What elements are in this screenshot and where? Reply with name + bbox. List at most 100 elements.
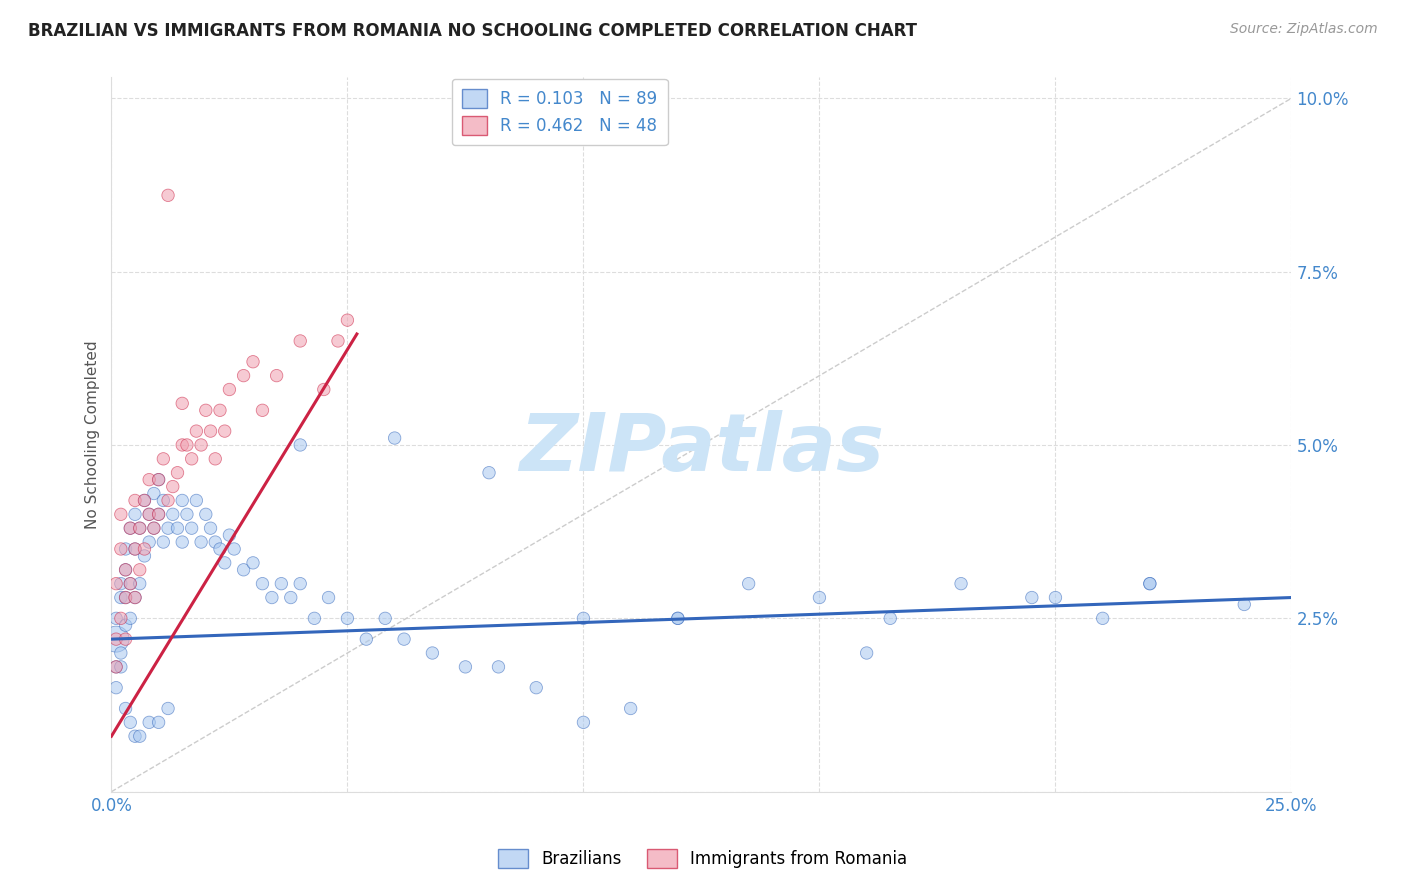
Text: Source: ZipAtlas.com: Source: ZipAtlas.com [1230, 22, 1378, 37]
Point [148, 473, 170, 487]
Point [478, 466, 501, 480]
Point [737, 576, 759, 591]
Point [166, 521, 188, 535]
Point [124, 541, 146, 556]
Point [318, 591, 340, 605]
Point [105, 660, 128, 674]
Point [266, 368, 288, 383]
Point [124, 541, 146, 556]
Point [252, 403, 274, 417]
Text: BRAZILIAN VS IMMIGRANTS FROM ROMANIA NO SCHOOLING COMPLETED CORRELATION CHART: BRAZILIAN VS IMMIGRANTS FROM ROMANIA NO … [28, 22, 917, 40]
Point [152, 535, 174, 549]
Point [232, 368, 254, 383]
Point [138, 508, 160, 522]
Point [157, 521, 180, 535]
Point [120, 521, 142, 535]
Point [172, 396, 194, 410]
Point [128, 521, 150, 535]
Point [157, 188, 180, 202]
Point [138, 715, 160, 730]
Point [666, 611, 689, 625]
Point [855, 646, 877, 660]
Point [114, 563, 136, 577]
Point [120, 521, 142, 535]
Point [488, 660, 510, 674]
Point [180, 451, 202, 466]
Point [204, 535, 226, 549]
Point [114, 591, 136, 605]
Point [176, 508, 198, 522]
Point [204, 451, 226, 466]
Point [105, 611, 128, 625]
Point [148, 508, 170, 522]
Point [208, 541, 231, 556]
Point [194, 403, 217, 417]
Point [134, 493, 156, 508]
Point [232, 563, 254, 577]
Point [572, 715, 595, 730]
Point [162, 479, 184, 493]
Point [572, 611, 595, 625]
Point [808, 591, 831, 605]
Point [120, 576, 142, 591]
Point [114, 701, 136, 715]
Point [138, 508, 160, 522]
Point [120, 611, 142, 625]
Y-axis label: No Schooling Completed: No Schooling Completed [86, 340, 100, 529]
Point [157, 493, 180, 508]
Legend: R = 0.103   N = 89, R = 0.462   N = 48: R = 0.103 N = 89, R = 0.462 N = 48 [453, 78, 668, 145]
Point [176, 438, 198, 452]
Point [148, 715, 170, 730]
Point [879, 611, 901, 625]
Point [194, 508, 217, 522]
Point [290, 438, 312, 452]
Point [124, 493, 146, 508]
Point [124, 508, 146, 522]
Point [1139, 576, 1161, 591]
Point [110, 660, 132, 674]
Point [392, 632, 415, 647]
Point [280, 591, 302, 605]
Point [142, 521, 165, 535]
Point [152, 451, 174, 466]
Point [180, 521, 202, 535]
Point [1045, 591, 1067, 605]
Point [208, 403, 231, 417]
Point [190, 438, 212, 452]
Point [1091, 611, 1114, 625]
Point [214, 424, 236, 438]
Point [124, 591, 146, 605]
Point [114, 563, 136, 577]
Point [172, 535, 194, 549]
Point [666, 611, 689, 625]
Point [356, 632, 378, 647]
Point [218, 528, 240, 542]
Point [304, 611, 326, 625]
Point [134, 493, 156, 508]
Point [105, 576, 128, 591]
Point [128, 563, 150, 577]
Point [138, 473, 160, 487]
Point [422, 646, 444, 660]
Point [186, 424, 208, 438]
Point [260, 591, 283, 605]
Point [270, 576, 292, 591]
Point [200, 424, 222, 438]
Point [172, 438, 194, 452]
Point [128, 521, 150, 535]
Point [148, 473, 170, 487]
Point [218, 383, 240, 397]
Point [620, 701, 643, 715]
Point [454, 660, 477, 674]
Point [190, 535, 212, 549]
Point [166, 466, 188, 480]
Point [242, 355, 264, 369]
Point [312, 383, 335, 397]
Point [120, 715, 142, 730]
Point [252, 576, 274, 591]
Point [336, 313, 359, 327]
Point [224, 541, 246, 556]
Point [290, 576, 312, 591]
Point [105, 632, 128, 647]
Point [157, 701, 180, 715]
